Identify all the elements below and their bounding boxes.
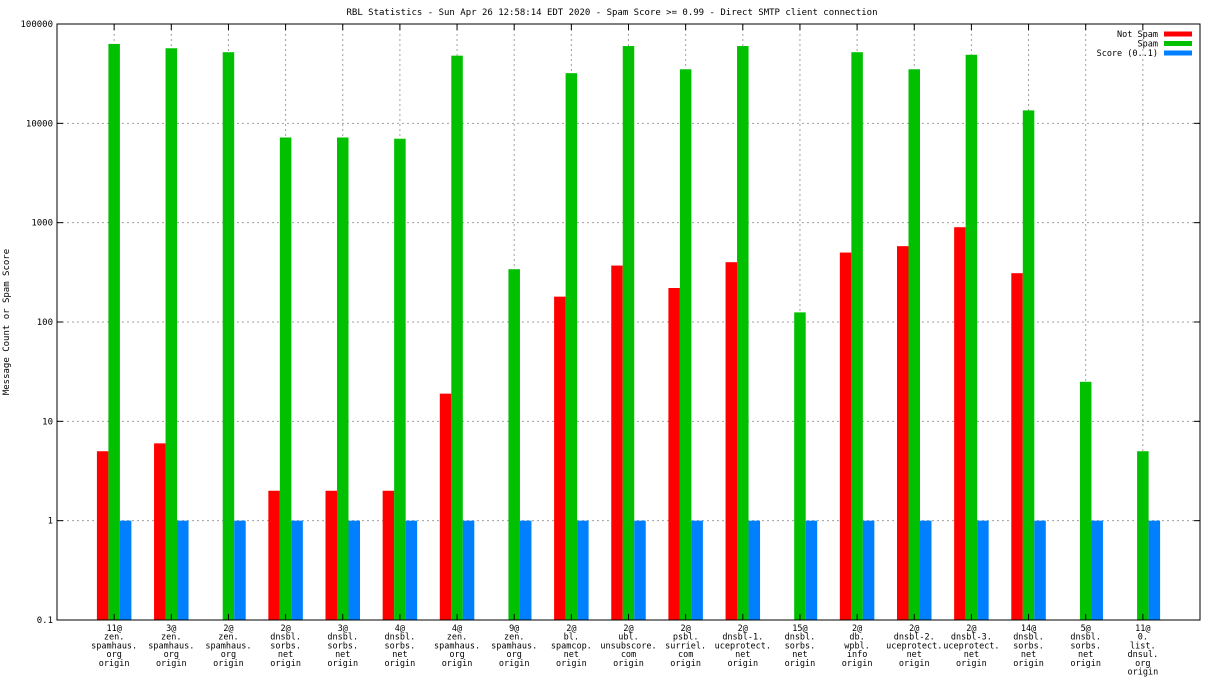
y-tick-label: 1 xyxy=(48,517,53,527)
bar-not-spam xyxy=(325,490,337,620)
x-category-label: 2@ dnsbl-3. uceprotect. net origin xyxy=(943,624,999,669)
x-category-label: 11@ zen. spamhaus. org origin xyxy=(91,624,137,669)
y-tick-label: 100000 xyxy=(20,20,53,30)
bar-spam xyxy=(622,46,635,620)
bar-spam xyxy=(508,269,520,620)
bar-score-0-1 xyxy=(234,520,246,620)
bar-not-spam xyxy=(1011,273,1023,620)
legend-swatch xyxy=(1164,41,1192,46)
bar-spam xyxy=(737,46,749,620)
bar-score-0-1 xyxy=(748,520,761,620)
y-axis-label: Message Count or Spam Score xyxy=(2,249,12,395)
bar-not-spam xyxy=(554,296,566,620)
bar-score-0-1 xyxy=(119,520,132,620)
bar-not-spam xyxy=(382,490,395,620)
bar-spam xyxy=(851,52,863,621)
y-tick-label: 1000 xyxy=(31,219,53,229)
bar-score-0-1 xyxy=(691,520,703,620)
x-category-label: 2@ psbl. surriel. com origin xyxy=(665,624,706,669)
bar-spam xyxy=(1137,451,1149,620)
legend-swatch xyxy=(1164,50,1192,56)
bar-score-0-1 xyxy=(805,520,818,620)
x-category-label: 11@ 0. list. dnsul. org origin xyxy=(1127,624,1158,678)
bar-score-0-1 xyxy=(1148,520,1161,620)
bar-score-0-1 xyxy=(634,520,646,620)
bars xyxy=(96,43,1161,621)
bar-score-0-1 xyxy=(977,520,989,620)
y-tick-label: 100 xyxy=(37,318,53,328)
bar-spam xyxy=(794,312,806,620)
x-category-label: 9@ zen. spamhaus. org origin xyxy=(491,624,537,669)
bar-spam xyxy=(108,43,120,620)
axis-ticks: 0.1 1 10 100 1000 10000 100000 xyxy=(20,20,1200,626)
bar-score-0-1 xyxy=(920,520,932,620)
bar-score-0-1 xyxy=(348,520,360,620)
bar-not-spam xyxy=(725,262,738,620)
x-category-label: 2@ dnsbl. sorbs. net origin xyxy=(270,624,301,669)
x-category-label: 14@ dnsbl. sorbs. net origin xyxy=(1013,624,1044,669)
bar-spam xyxy=(565,73,578,621)
x-category-label: 2@ dnsbl-2. uceprotect. net origin xyxy=(886,624,942,669)
x-category-label: 4@ zen. spamhaus. org origin xyxy=(434,624,480,669)
bar-score-0-1 xyxy=(462,520,475,620)
bar-not-spam xyxy=(954,227,966,620)
bar-not-spam xyxy=(897,246,909,621)
x-category-label: 2@ bl. spamcop. net origin xyxy=(551,624,592,669)
bar-score-0-1 xyxy=(577,520,589,620)
bar-not-spam xyxy=(96,451,109,620)
x-category-label: 2@ zen. spamhaus. org origin xyxy=(205,624,251,669)
bar-spam xyxy=(908,69,920,620)
y-tick-label: 0.1 xyxy=(37,616,53,626)
bar-spam xyxy=(337,137,349,620)
x-category-label: 2@ dnsbl-1. uceprotect. net origin xyxy=(715,624,771,669)
bar-score-0-1 xyxy=(1034,520,1046,620)
x-category-label: 3@ zen. spamhaus. org origin xyxy=(148,624,194,669)
bar-score-0-1 xyxy=(291,520,303,620)
bar-spam xyxy=(279,137,292,620)
x-category-label: 4@ dnsbl. sorbs. net origin xyxy=(385,624,416,669)
bar-spam xyxy=(679,69,692,620)
legend-label: Not Spam xyxy=(1117,30,1158,40)
legend-label: Spam xyxy=(1138,40,1158,50)
legend-label: Score (0..1) xyxy=(1097,49,1158,59)
bar-not-spam xyxy=(839,252,852,621)
bar-not-spam xyxy=(439,393,452,620)
bar-spam xyxy=(1022,110,1035,621)
bar-score-0-1 xyxy=(177,520,189,620)
bar-spam xyxy=(222,52,235,621)
bar-spam xyxy=(165,48,178,621)
y-tick-label: 10000 xyxy=(26,119,53,129)
legend-swatch xyxy=(1164,31,1192,37)
x-category-label: 15@ dnsbl. sorbs. net origin xyxy=(785,624,816,669)
bar-spam xyxy=(1079,381,1092,620)
bar-spam xyxy=(394,138,406,620)
x-category-label: 2@ db. wpbl. info origin xyxy=(842,624,873,669)
bar-score-0-1 xyxy=(519,520,532,620)
bar-not-spam xyxy=(611,265,623,620)
bar-not-spam xyxy=(154,443,166,620)
bar-not-spam xyxy=(668,287,680,620)
bar-score-0-1 xyxy=(405,520,418,620)
bar-not-spam xyxy=(268,490,280,620)
bar-spam xyxy=(965,54,978,620)
x-category-label: 3@ dnsbl. sorbs. net origin xyxy=(327,624,358,669)
bar-score-0-1 xyxy=(862,520,875,620)
y-tick-label: 10 xyxy=(42,417,53,427)
x-category-label: 5@ dnsbl. sorbs. net origin xyxy=(1070,624,1101,669)
bar-spam xyxy=(451,55,463,620)
x-category-label: 2@ ubl. unsubscore. com origin xyxy=(600,624,656,669)
bar-score-0-1 xyxy=(1091,520,1103,620)
chart-title: RBL Statistics - Sun Apr 26 12:58:14 EDT… xyxy=(346,8,877,18)
